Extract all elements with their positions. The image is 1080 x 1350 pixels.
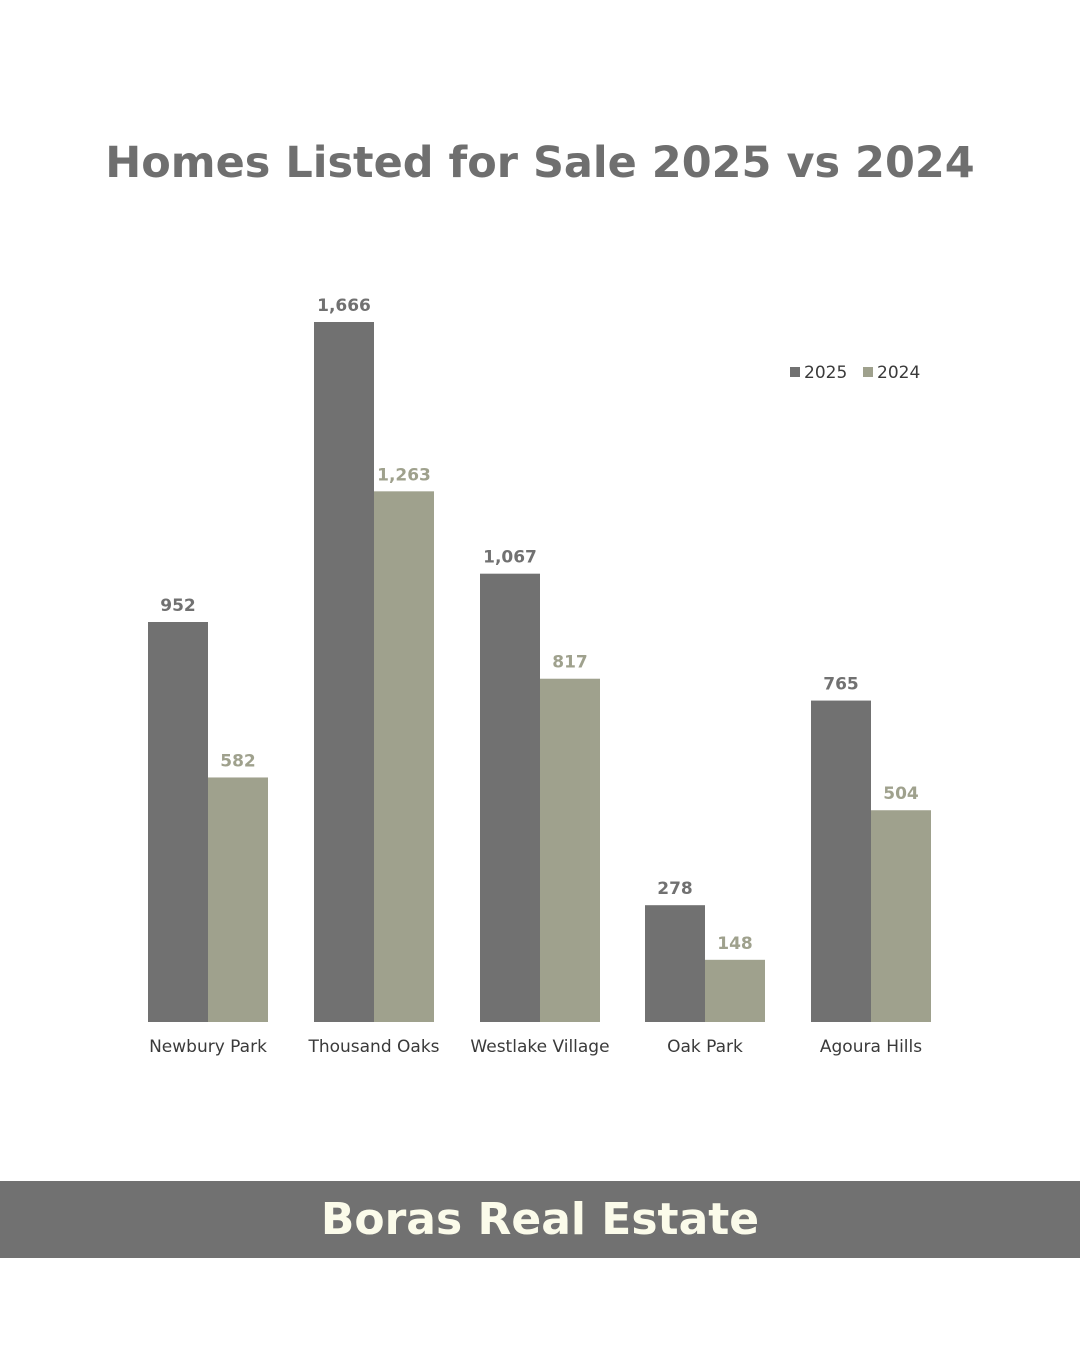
bar-2024-agoura-hills [871, 810, 931, 1022]
data-label-2024-thousand-oaks: 1,263 [377, 465, 431, 485]
bar-2025-newbury-park [148, 622, 208, 1022]
data-label-2025-westlake-village: 1,067 [483, 548, 537, 568]
bar-2025-agoura-hills [811, 700, 871, 1022]
footer-band: Boras Real Estate [0, 1181, 1080, 1258]
data-label-2025-agoura-hills: 765 [823, 675, 859, 695]
chart-title: Homes Listed for Sale 2025 vs 2024 [105, 138, 975, 188]
legend-label-2025: 2025 [804, 363, 847, 383]
legend-swatch-2025 [790, 367, 800, 377]
data-label-2025-oak-park: 278 [657, 879, 693, 899]
data-label-2024-agoura-hills: 504 [883, 784, 919, 804]
x-tick-label-thousand-oaks: Thousand Oaks [307, 1037, 439, 1057]
legend-label-2024: 2024 [877, 363, 920, 383]
bar-2024-westlake-village [540, 678, 600, 1022]
x-tick-label-agoura-hills: Agoura Hills [820, 1037, 922, 1057]
data-label-2024-westlake-village: 817 [552, 653, 588, 673]
x-tick-label-oak-park: Oak Park [667, 1037, 743, 1057]
data-label-2025-thousand-oaks: 1,666 [317, 296, 371, 316]
bar-2024-oak-park [705, 959, 765, 1022]
data-label-2025-newbury-park: 952 [160, 596, 196, 616]
data-label-2024-newbury-park: 582 [220, 751, 256, 771]
bar-2025-westlake-village [480, 573, 540, 1022]
x-tick-label-newbury-park: Newbury Park [149, 1037, 267, 1057]
footer-brand: Boras Real Estate [320, 1194, 760, 1245]
data-label-2024-oak-park: 148 [717, 934, 753, 954]
x-tick-label-westlake-village: Westlake Village [470, 1037, 609, 1057]
bar-2024-newbury-park [208, 777, 268, 1022]
legend-swatch-2024 [863, 367, 873, 377]
bar-2024-thousand-oaks [374, 491, 434, 1022]
bar-2025-oak-park [645, 905, 705, 1022]
bar-2025-thousand-oaks [314, 322, 374, 1022]
